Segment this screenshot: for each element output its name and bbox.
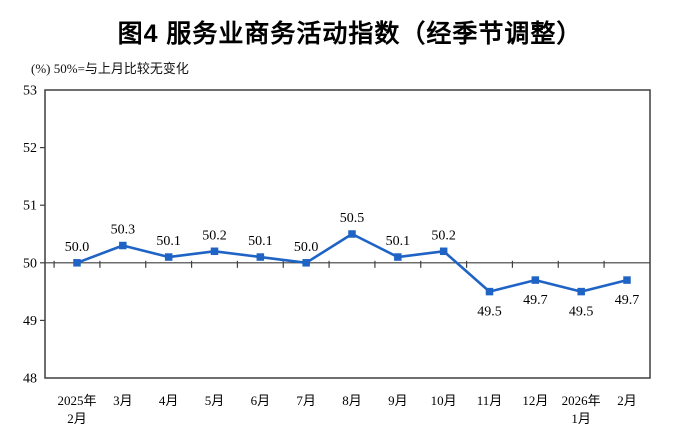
data-label: 50.2 bbox=[202, 228, 227, 243]
x-axis-category-label: 5月 bbox=[205, 393, 225, 408]
data-label: 49.7 bbox=[615, 293, 640, 308]
data-point-marker bbox=[439, 247, 448, 256]
x-axis-category-label: 7月 bbox=[296, 393, 316, 408]
data-point-marker bbox=[119, 241, 127, 250]
data-point-marker bbox=[256, 253, 265, 261]
x-axis-category-label: 6月 bbox=[251, 393, 271, 408]
data-label: 50.0 bbox=[65, 240, 90, 255]
data-label: 49.5 bbox=[569, 305, 594, 320]
x-axis-category-label: 4月 bbox=[159, 393, 179, 408]
x-axis-category-label: 12月 bbox=[522, 393, 548, 408]
data-label: 50.1 bbox=[386, 234, 411, 249]
data-point-marker bbox=[394, 253, 402, 261]
data-label: 49.7 bbox=[523, 293, 548, 308]
data-point-marker bbox=[348, 230, 356, 238]
x-axis-category-label: 2026年 1月 bbox=[562, 393, 601, 426]
data-label: 49.5 bbox=[477, 305, 502, 320]
x-axis-category-label: 3月 bbox=[113, 393, 133, 408]
y-axis-tick-label: 52 bbox=[23, 141, 37, 156]
chart-title: 图4 服务业商务活动指数（经季节调整） bbox=[117, 20, 583, 48]
y-axis-tick-label: 50 bbox=[23, 256, 37, 271]
y-axis-tick-label: 53 bbox=[23, 84, 37, 99]
data-point-marker bbox=[623, 276, 631, 284]
x-axis-category-label: 10月 bbox=[431, 393, 457, 408]
data-label: 50.5 bbox=[340, 211, 365, 226]
x-axis-category-label: 2025年 2月 bbox=[57, 393, 96, 426]
data-point-marker bbox=[302, 259, 310, 267]
data-point-marker bbox=[531, 276, 540, 284]
y-axis-tick-label: 49 bbox=[23, 314, 37, 329]
data-label: 50.3 bbox=[111, 223, 136, 238]
x-axis-category-label: 9月 bbox=[388, 393, 408, 408]
x-axis-category-label: 11月 bbox=[477, 393, 503, 408]
data-point-marker bbox=[73, 259, 81, 267]
plot-area-border bbox=[44, 89, 651, 379]
data-label: 50.1 bbox=[156, 234, 181, 249]
axis-unit-note: (%) 50%=与上月比较无变化 bbox=[31, 61, 189, 76]
data-label: 50.1 bbox=[248, 234, 273, 249]
data-point-marker bbox=[577, 287, 585, 296]
x-axis-category-label: 2月 bbox=[617, 393, 637, 408]
x-axis-category-label: 8月 bbox=[342, 393, 362, 408]
y-axis-tick-label: 48 bbox=[23, 372, 37, 387]
data-point-marker bbox=[485, 287, 494, 296]
data-point-marker bbox=[210, 247, 219, 256]
y-axis-tick-label: 51 bbox=[23, 199, 37, 214]
data-point-marker bbox=[164, 253, 173, 261]
data-label: 50.2 bbox=[431, 228, 456, 243]
data-label: 50.0 bbox=[294, 240, 319, 255]
